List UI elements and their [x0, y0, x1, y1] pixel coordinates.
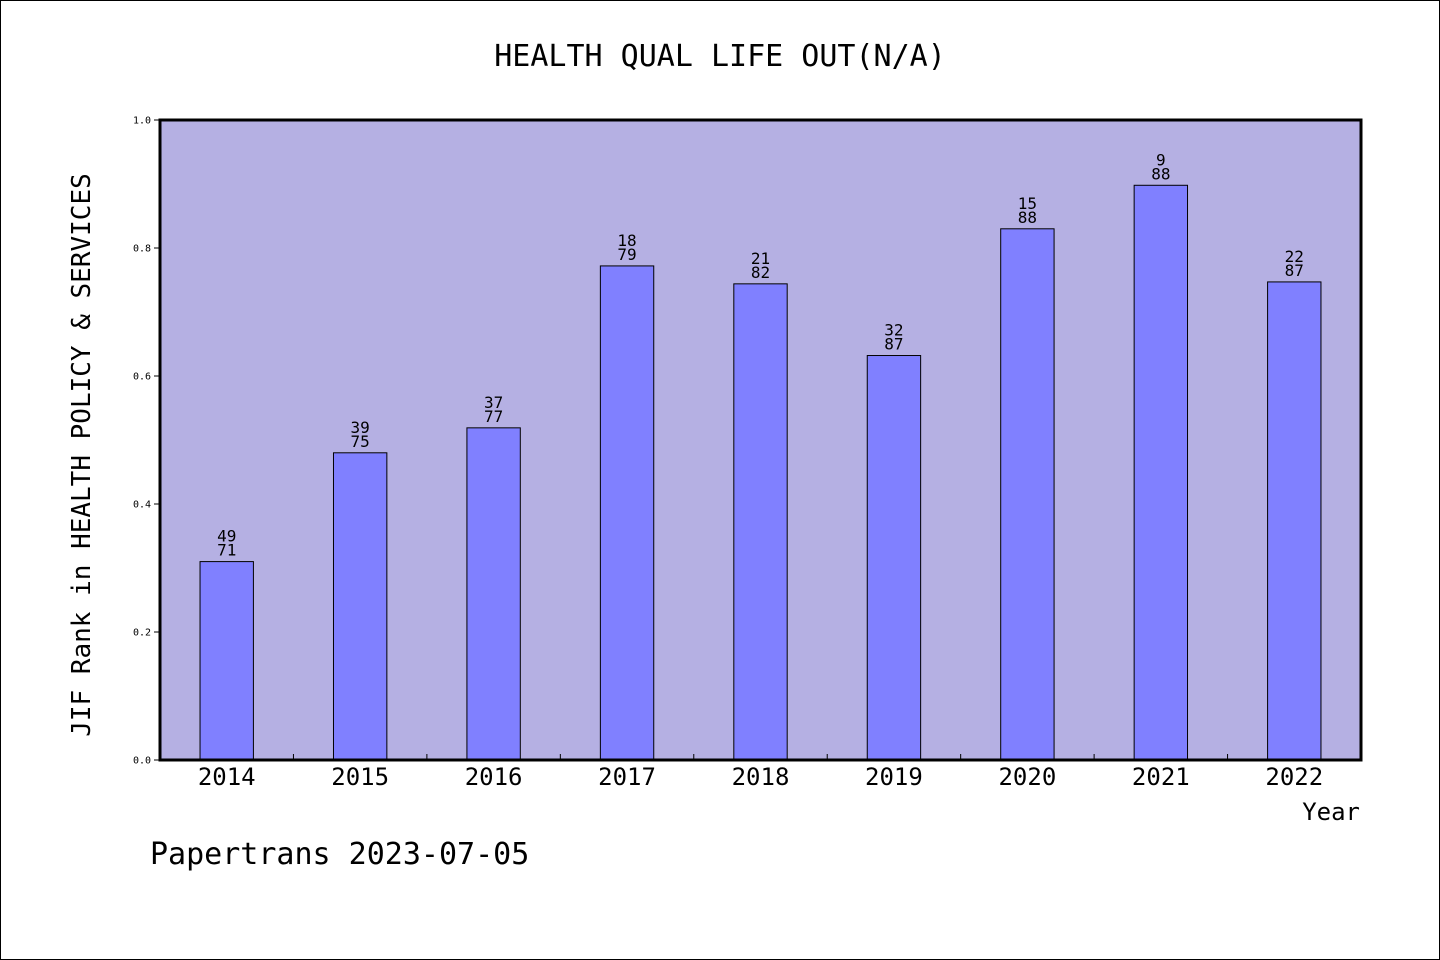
- bar-label-total-2018: 82: [751, 263, 770, 282]
- bar-label-total-2017: 79: [617, 245, 636, 264]
- bar-label-rank-2020: 15: [1018, 194, 1037, 213]
- bar-2014: [199, 561, 254, 761]
- chart-title: HEALTH QUAL LIFE OUT(N/A): [494, 39, 946, 74]
- y-tick-label: 0.0: [133, 756, 151, 767]
- x-tick-label-2015: 2015: [331, 763, 389, 791]
- bar-label-rank-2019: 32: [884, 321, 903, 340]
- x-tick-label-2019: 2019: [865, 763, 923, 791]
- bar-label-rank-2017: 18: [617, 231, 636, 250]
- bar-label-rank-2016: 37: [484, 393, 503, 412]
- x-tick-label-2021: 2021: [1132, 763, 1190, 791]
- y-tick-label: 0.6: [133, 372, 151, 383]
- y-tick-label: 0.4: [133, 500, 151, 511]
- y-tick-label: 1.0: [133, 116, 151, 127]
- bar-2016: [466, 427, 521, 761]
- x-tick-label-2017: 2017: [598, 763, 656, 791]
- bar-label-total-2014: 71: [217, 541, 236, 560]
- y-axis-label: JIF Rank in HEALTH POLICY & SERVICES: [67, 173, 97, 737]
- x-tick-label-2016: 2016: [465, 763, 523, 791]
- bar-label-rank-2014: 49: [217, 527, 236, 546]
- x-tick-label-2020: 2020: [998, 763, 1056, 791]
- bar-label-total-2015: 75: [351, 432, 370, 451]
- bar-label-rank-2015: 39: [351, 418, 370, 437]
- x-tick-label-2014: 2014: [198, 763, 256, 791]
- footer-text: Papertrans 2023-07-05: [150, 837, 529, 872]
- bar-label-rank-2022: 22: [1285, 247, 1304, 266]
- x-tick-label-2018: 2018: [732, 763, 790, 791]
- x-axis-label: Year: [1302, 798, 1360, 826]
- y-ticks-layer: 0.0 0.2 0.4 0.6 0.8 1.0: [133, 116, 160, 767]
- bar-label-rank-2018: 21: [751, 249, 770, 268]
- bar-label-total-2022: 87: [1285, 261, 1304, 280]
- plot-border: [158, 118, 1363, 762]
- x-ticks-layer: 2014 2015 2016 2017 2018 2019 2020 2021 2022: [198, 754, 1323, 791]
- bar-label-total-2016: 77: [484, 407, 503, 426]
- bar-label-total-2019: 87: [884, 335, 903, 354]
- bars-layer: [199, 184, 1322, 761]
- bar-2015: [332, 452, 388, 761]
- bar-2017: [599, 265, 655, 761]
- bar-2019: [866, 355, 922, 761]
- bar-2020: [1000, 228, 1055, 761]
- y-tick-label: 0.8: [133, 244, 151, 255]
- bar-label-total-2020: 88: [1018, 208, 1037, 227]
- x-tick-label-2022: 2022: [1265, 763, 1323, 791]
- y-tick-label: 0.2: [133, 628, 151, 639]
- bar-2022: [1267, 281, 1322, 761]
- bar-label-rank-2021: 9: [1156, 150, 1166, 169]
- bar-2018: [733, 283, 788, 761]
- bar-label-total-2021: 88: [1151, 164, 1170, 183]
- bar-2021: [1133, 184, 1189, 761]
